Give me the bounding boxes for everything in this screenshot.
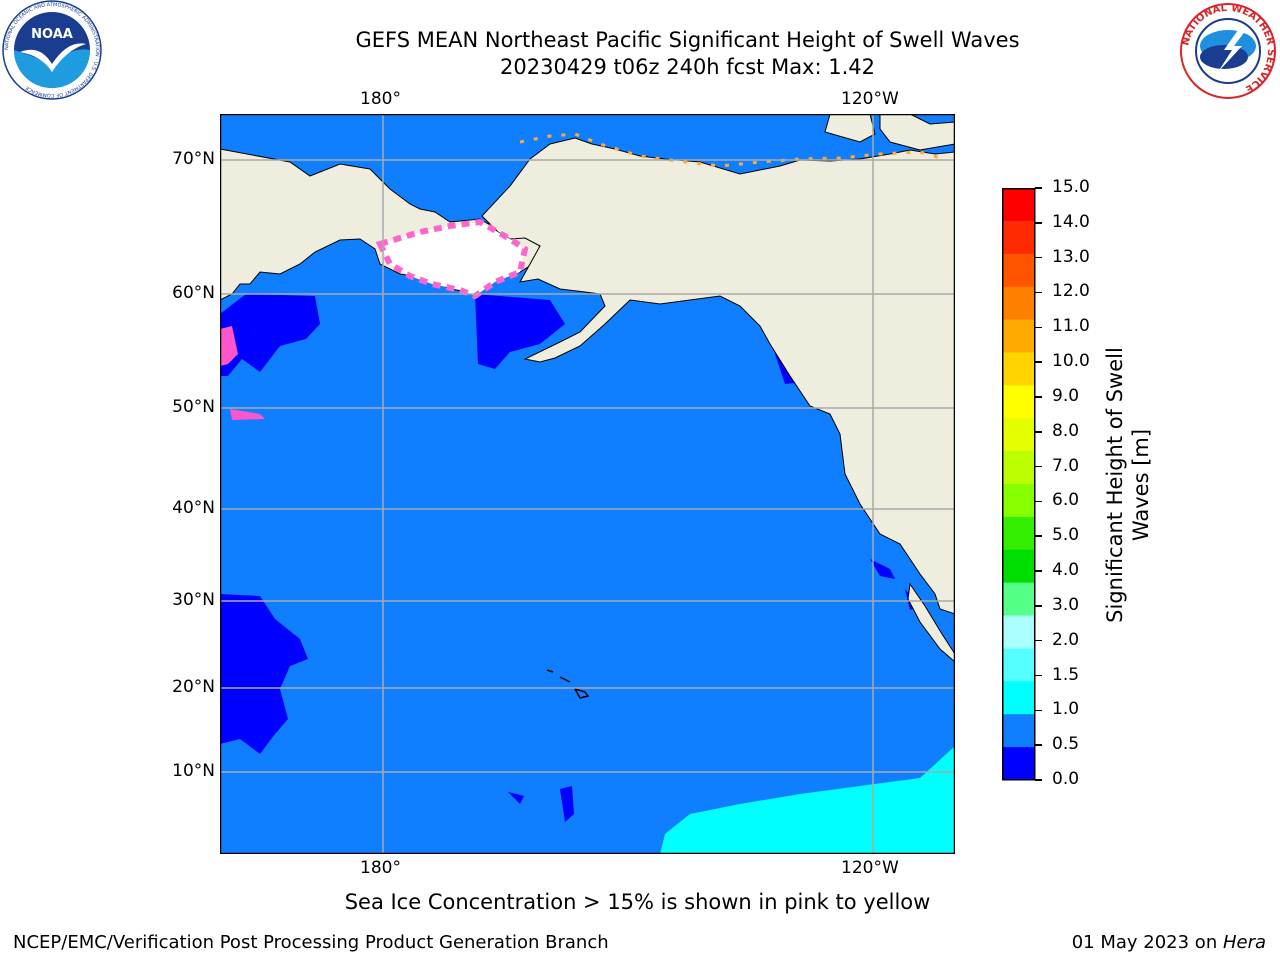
colorbar-swatch: [1002, 253, 1035, 288]
lon-top-label-180: 180°: [360, 89, 401, 109]
lon-bottom-label-180: 180°: [360, 858, 401, 878]
lat-label-70n: 70°N: [172, 149, 215, 169]
lat-label-40n: 40°N: [172, 498, 215, 518]
land-baja: [907, 582, 955, 663]
colorbar-tick-mark: [1035, 535, 1042, 537]
lon-top-label-120w: 120°W: [841, 89, 899, 109]
swell-1to1p5-region: [660, 746, 955, 854]
land-north-america: [481, 137, 955, 615]
colorbar-tick-label: 6.0: [1052, 490, 1080, 511]
chart-subtitle: 20230429 t06z 240h fcst Max: 1.42: [500, 55, 875, 79]
low-swell-region-alaska: [475, 294, 565, 369]
colorbar-label-line2: Waves [m]: [1129, 428, 1153, 542]
lat-label-60n: 60°N: [172, 283, 215, 303]
colorbar-tick-mark: [1035, 674, 1042, 677]
map-gridlines: [220, 114, 955, 854]
noaa-logo-icon: NOAA NATIONAL OCEANIC AND ATMOSPHERIC AD…: [2, 0, 102, 100]
sea-ice-arctic-coast: [519, 132, 941, 168]
low-swell-region-bering: [220, 294, 320, 376]
lat-label-10n: 10°N: [172, 761, 215, 781]
colorbar-swatch: [1002, 188, 1035, 222]
colorbar-tick-mark: [1035, 326, 1042, 329]
colorbar-tick-label: 0.5: [1052, 734, 1080, 755]
colorbar-swatch: [1002, 516, 1035, 551]
colorbar-tick-label: 5.0: [1052, 525, 1080, 546]
colorbar-swatch: [1002, 747, 1035, 781]
colorbar-swatch: [1002, 451, 1035, 485]
colorbar-swatches: [1002, 188, 1035, 781]
colorbar-tick-label: 13.0: [1052, 246, 1090, 267]
sea-ice-west: [220, 326, 265, 420]
colorbar-tick-label: 14.0: [1052, 211, 1090, 232]
colorbar-tick-mark: [1035, 605, 1042, 607]
colorbar-swatch: [1002, 286, 1035, 321]
map-frame: [220, 114, 955, 854]
colorbar-tick-mark: [1035, 570, 1042, 572]
colorbar-tick-mark: [1035, 431, 1042, 433]
sea-ice-bering: [380, 222, 525, 296]
colorbar-swatch: [1002, 714, 1035, 748]
colorbar-swatch: [1002, 385, 1035, 419]
lon-bottom-label-120w: 120°W: [841, 858, 899, 878]
colorbar-tick-label: 2.0: [1052, 629, 1080, 650]
colorbar-swatch: [1002, 220, 1035, 255]
colorbar-tick-label: 0.0: [1052, 769, 1080, 789]
colorbar-tick-mark: [1035, 639, 1042, 642]
colorbar-tick-mark: [1035, 396, 1042, 398]
colorbar-tick-mark: [1035, 187, 1042, 189]
colorbar-tick-mark: [1035, 779, 1042, 781]
footer-date: 01 May 2023 on Hera: [1072, 932, 1266, 953]
colorbar-tick-mark: [1035, 744, 1042, 746]
colorbar-tick-label: 15.0: [1052, 177, 1090, 197]
colorbar-swatch: [1002, 681, 1035, 715]
hawaii-islands: [546, 669, 590, 699]
colorbar-tick-mark: [1035, 291, 1042, 294]
colorbar-tick-mark: [1035, 500, 1042, 503]
sea-ice-note: Sea Ice Concentration > 15% is shown in …: [344, 890, 931, 914]
colorbar-tick-mark: [1035, 222, 1042, 224]
colorbar-swatch: [1002, 648, 1035, 682]
low-swell-region-south: [508, 786, 574, 822]
lat-label-20n: 20°N: [172, 677, 215, 697]
colorbar-tick-label: 7.0: [1052, 455, 1080, 476]
footer-date-text: 01 May 2023 on: [1071, 932, 1223, 953]
colorbar-tick-label: 9.0: [1052, 385, 1080, 406]
colorbar-label: Significant Height of Swell Waves [m]: [1102, 275, 1154, 695]
colorbar-label-line1: Significant Height of Swell: [1103, 347, 1127, 623]
chart-title: GEFS MEAN Northeast Pacific Significant …: [355, 28, 1020, 52]
colorbar-tick-label: 10.0: [1052, 351, 1090, 372]
land-arctic-islands: [824, 114, 955, 151]
lat-label-30n: 30°N: [172, 590, 215, 610]
colorbar-swatch: [1002, 418, 1035, 452]
colorbar-tick-label: 12.0: [1052, 281, 1090, 302]
colorbar-tick-label: 3.0: [1052, 594, 1080, 615]
swell-height-map: [220, 114, 955, 854]
colorbar-swatch: [1002, 549, 1035, 584]
colorbar-swatch: [1002, 352, 1035, 386]
colorbar-swatch: [1002, 582, 1035, 617]
sea-ice-edge: [375, 218, 529, 300]
footer-machine: Hera: [1222, 932, 1266, 953]
colorbar-tick-label: 1.0: [1052, 699, 1080, 720]
colorbar-tick-mark: [1035, 256, 1042, 259]
nws-logo-icon: NATIONAL WEATHER SERVICE: [1180, 3, 1276, 99]
noaa-logo-text: NOAA: [31, 27, 73, 42]
footer-credit: NCEP/EMC/Verification Post Processing Pr…: [13, 932, 609, 953]
colorbar-tick-label: 4.0: [1052, 560, 1080, 581]
colorbar-tick-label: 11.0: [1052, 316, 1090, 337]
colorbar-tick-label: 1.5: [1052, 664, 1080, 685]
low-swell-region-west: [220, 594, 308, 754]
colorbar: [1002, 188, 1036, 781]
colorbar-swatch: [1002, 615, 1035, 649]
lat-label-50n: 50°N: [172, 397, 215, 417]
colorbar-tick-mark: [1035, 465, 1042, 468]
colorbar-swatch: [1002, 484, 1035, 518]
colorbar-tick-mark: [1035, 709, 1042, 712]
colorbar-swatch: [1002, 319, 1035, 353]
colorbar-frame: [1002, 188, 1036, 781]
colorbar-tick-mark: [1035, 361, 1042, 363]
colorbar-tick-label: 8.0: [1052, 420, 1080, 441]
low-swell-region-baja: [870, 559, 920, 610]
